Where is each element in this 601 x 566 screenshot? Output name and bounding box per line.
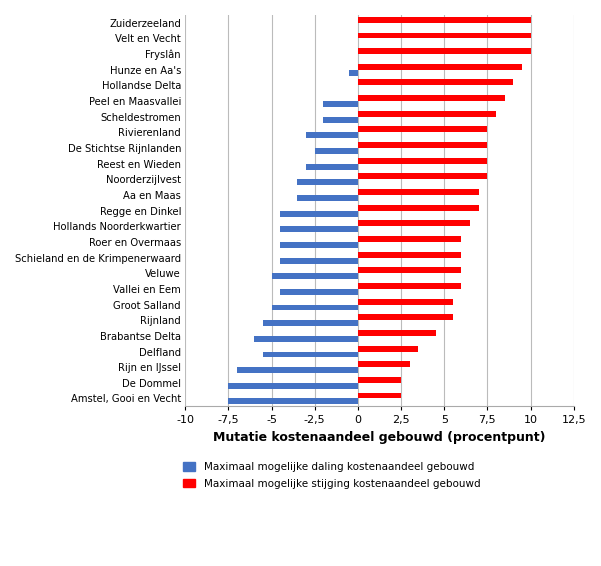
Bar (358, 236, 462, 242)
Bar (228, 398, 358, 404)
Bar (358, 64, 522, 70)
Bar (323, 117, 358, 123)
Bar (358, 220, 470, 226)
Bar (237, 367, 358, 373)
Bar (358, 48, 531, 54)
X-axis label: Mutatie kostenaandeel gebouwd (procentpunt): Mutatie kostenaandeel gebouwd (procentpu… (213, 431, 546, 444)
Bar (358, 205, 479, 211)
Bar (358, 299, 453, 305)
Bar (358, 173, 487, 179)
Bar (358, 346, 418, 351)
Bar (280, 289, 358, 295)
Bar (297, 195, 358, 201)
Bar (272, 305, 358, 311)
Bar (272, 273, 358, 279)
Bar (358, 252, 462, 258)
Bar (358, 283, 462, 289)
Bar (280, 211, 358, 217)
Bar (306, 132, 358, 138)
Bar (228, 383, 358, 389)
Bar (358, 361, 410, 367)
Bar (358, 79, 513, 85)
Bar (358, 32, 531, 38)
Bar (254, 336, 358, 342)
Bar (358, 392, 401, 398)
Bar (358, 17, 531, 23)
Bar (349, 70, 358, 76)
Bar (358, 142, 487, 148)
Bar (358, 189, 479, 195)
Bar (280, 258, 358, 264)
Bar (358, 158, 487, 164)
Bar (358, 126, 487, 132)
Bar (358, 111, 496, 117)
Bar (263, 320, 358, 326)
Bar (358, 314, 453, 320)
Bar (358, 95, 505, 101)
Bar (358, 330, 436, 336)
Bar (358, 377, 401, 383)
Bar (297, 179, 358, 185)
Bar (280, 226, 358, 232)
Bar (306, 164, 358, 170)
Bar (323, 101, 358, 107)
Bar (263, 351, 358, 358)
Bar (315, 148, 358, 154)
Bar (280, 242, 358, 248)
Bar (358, 267, 462, 273)
Legend: Maximaal mogelijke daling kostenaandeel gebouwd, Maximaal mogelijke stijging kos: Maximaal mogelijke daling kostenaandeel … (183, 462, 480, 488)
